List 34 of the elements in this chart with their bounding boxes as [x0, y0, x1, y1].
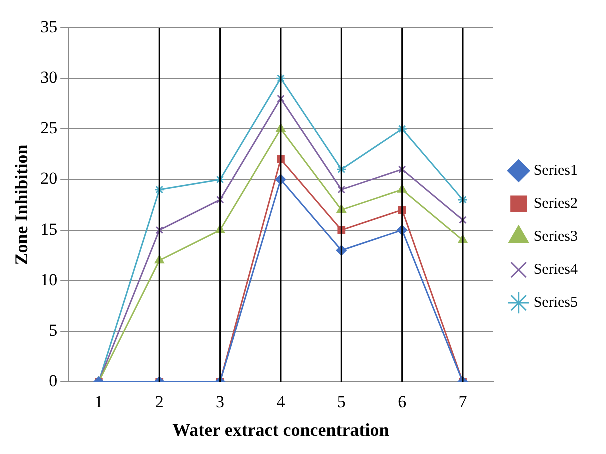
legend-label: Series4	[534, 262, 578, 278]
point	[398, 166, 406, 174]
legend-label: Series5	[534, 294, 578, 311]
x-tick-label: 1	[94, 392, 104, 412]
y-tick-label: 35	[40, 17, 58, 36]
point	[156, 226, 164, 234]
x-tick-label: 2	[155, 392, 164, 412]
x-tick-label: 6	[398, 392, 407, 412]
y-tick-label: 5	[49, 320, 58, 340]
y-tick-label: 10	[40, 270, 58, 290]
point	[216, 196, 224, 204]
legend-label: Series3	[534, 228, 578, 245]
x-tick-label: 4	[276, 392, 286, 412]
y-tick-label: 15	[40, 220, 58, 239]
point	[154, 184, 165, 196]
point	[397, 124, 408, 134]
x-tick-label: 3	[216, 392, 225, 412]
legend-label: Series1	[534, 162, 578, 179]
point	[338, 186, 346, 194]
legend-label: Series2	[534, 196, 578, 212]
point	[215, 174, 226, 185]
y-tick-label: 20	[40, 169, 58, 188]
point	[336, 164, 347, 175]
point	[276, 73, 286, 84]
point	[458, 194, 468, 206]
point	[459, 216, 467, 224]
x-tick-label: 5	[337, 392, 346, 412]
y-axis-title: Zone Inhibition	[11, 144, 32, 266]
point	[277, 94, 285, 103]
x-tick-label: 7	[458, 392, 468, 412]
y-tick-label: 0	[49, 371, 58, 390]
y-tick-label: 25	[40, 118, 58, 138]
y-tick-label: 30	[40, 68, 58, 88]
x-axis-title: Water extract concentration	[172, 420, 390, 440]
